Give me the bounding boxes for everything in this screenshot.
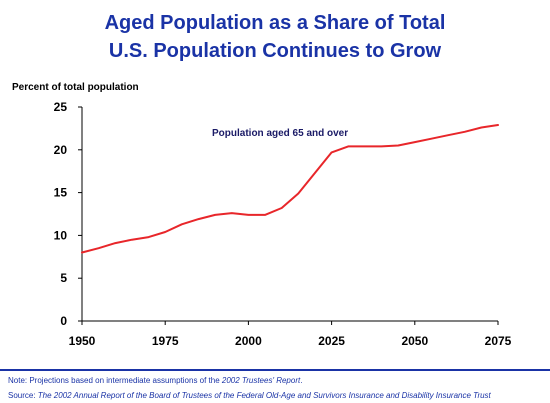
y-tick-label: 25 (54, 100, 68, 114)
x-tick-label: 2025 (318, 334, 345, 348)
footer-divider (0, 369, 550, 371)
chart-title-line-2: U.S. Population Continues to Grow (108, 40, 442, 62)
source-label: Source: (8, 391, 38, 400)
y-tick-label: 20 (54, 143, 68, 157)
x-tick-label: 1950 (69, 334, 96, 348)
source-note: Source: The 2002 Annual Report of the Bo… (8, 391, 491, 400)
x-tick-label: 2000 (235, 334, 262, 348)
line-chart: Percent of total population0510152025195… (12, 82, 512, 348)
footnote-report-title: 2002 Trustees' Report (221, 376, 301, 385)
series-label: Population aged 65 and over (212, 128, 348, 139)
x-tick-label: 1975 (152, 334, 179, 348)
y-tick-label: 10 (54, 228, 68, 242)
source-report-title: The 2002 Annual Report of the Board of T… (37, 391, 491, 400)
y-axis-title: Percent of total population (12, 82, 139, 93)
footnote-text: Note: Projections based on intermediate … (8, 376, 222, 385)
y-tick-label: 15 (54, 186, 68, 200)
series-line (81, 124, 499, 254)
chart-title-line-1: Aged Population as a Share of Total (104, 12, 446, 34)
footnote-end: . (300, 376, 303, 385)
x-tick-label: 2075 (485, 334, 512, 348)
y-tick-label: 0 (60, 314, 67, 328)
y-tick-label: 5 (60, 271, 67, 285)
footnote: Note: Projections based on intermediate … (8, 376, 302, 385)
x-tick-label: 2050 (401, 334, 428, 348)
